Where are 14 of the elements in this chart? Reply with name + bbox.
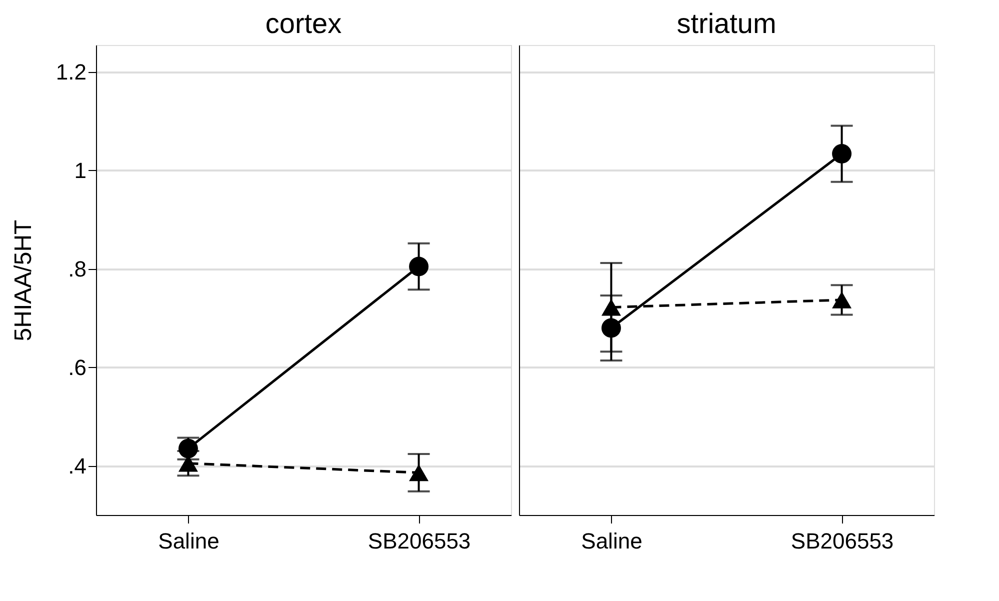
y-tick-label: .8 [68, 256, 86, 282]
y-tick-label: .6 [68, 354, 86, 380]
y-tick-label: .4 [68, 453, 86, 478]
x-tick-label: SB206553 [368, 528, 471, 554]
y-tick-label: 1 [74, 158, 86, 183]
chart-title: cortex [265, 8, 342, 39]
chart-title: striatum [676, 8, 776, 39]
x-tick-label: Saline [158, 528, 220, 554]
y-tick-label: 1.2 [56, 60, 86, 85]
x-tick-label: Saline [581, 528, 642, 554]
x-tick-label: SB206553 [790, 528, 894, 554]
point [409, 256, 429, 276]
point [832, 144, 852, 164]
y-axis-title: 5HIAA/5HT [10, 219, 37, 342]
